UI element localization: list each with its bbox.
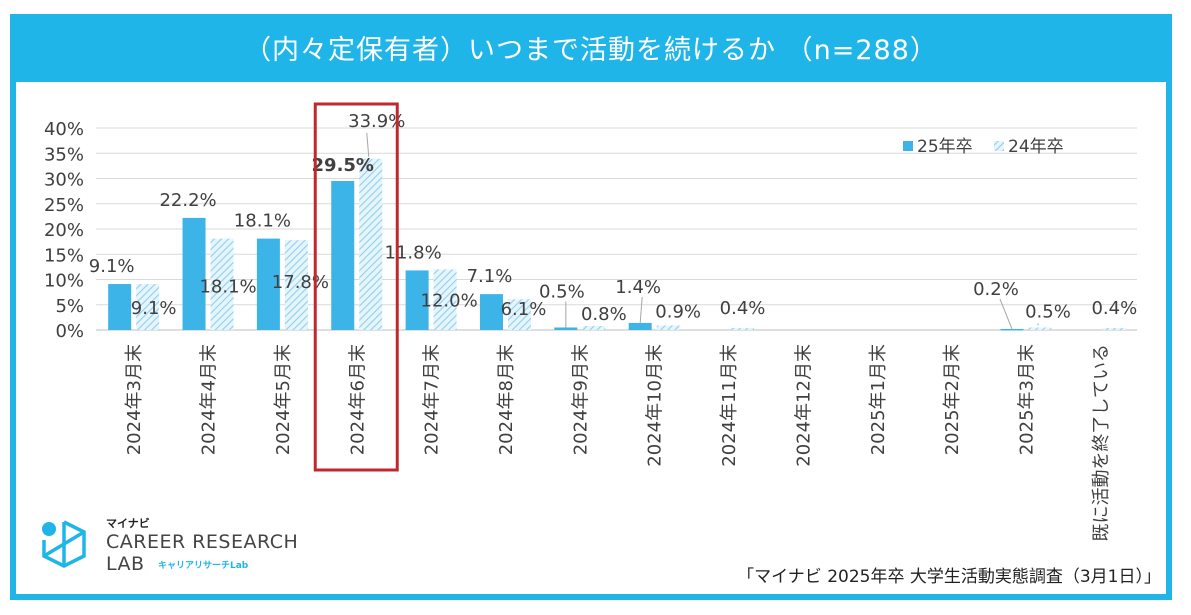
label-25-7: 0.5%	[539, 281, 585, 302]
label-24-9: 0.4%	[720, 298, 766, 319]
x-tick-label: 既に活動を終了している	[1091, 344, 1112, 541]
label-24-5: 12.0%	[421, 290, 478, 311]
label-25-4: 29.5%	[312, 155, 374, 176]
y-tick-label: 20%	[44, 220, 84, 241]
bar-25-7	[554, 327, 578, 330]
label-24-14: 0.4%	[1091, 298, 1137, 319]
label-24-8: 0.9%	[655, 301, 701, 322]
bar-24-3	[284, 240, 308, 330]
x-tick-label: 2024年10月末	[645, 344, 666, 467]
logo-line2: LAB	[106, 553, 145, 575]
chart-title: （内々定保有者）いつまで活動を続けるか （n=288）	[16, 20, 1166, 82]
x-tick-label: 2024年11月末	[719, 344, 740, 467]
label-25-8: 1.4%	[615, 277, 661, 298]
x-tick-label: 2025年2月末	[942, 344, 963, 455]
y-tick-label: 35%	[44, 144, 84, 165]
legend-swatch-24	[994, 141, 1004, 151]
y-axis-ticks: 0% 5% 10% 15% 20% 25% 30% 35% 40%	[44, 119, 84, 342]
x-tick-label: 2024年6月末	[347, 344, 368, 455]
legend: 25年卒 24年卒	[903, 137, 1064, 157]
x-tick-label: 2025年1月末	[868, 344, 889, 455]
logo-line1: CAREER RESEARCH	[106, 531, 298, 553]
label-25-3: 18.1%	[234, 211, 291, 232]
label-24-1: 9.1%	[131, 298, 177, 319]
bar-25-5	[405, 270, 429, 330]
bar-24-2	[210, 238, 234, 330]
bars	[108, 158, 1126, 331]
bar-24-8	[656, 325, 680, 330]
bar-24-14	[1102, 327, 1126, 330]
label-25-6: 7.1%	[467, 266, 513, 287]
x-tick-label: 2024年8月末	[496, 344, 517, 455]
bar-24-9	[731, 327, 755, 330]
label-24-3: 17.8%	[272, 272, 329, 293]
bar-25-1	[108, 284, 132, 330]
x-tick-label: 2025年3月末	[1016, 344, 1037, 455]
y-tick-label: 5%	[55, 296, 84, 317]
bar-24-7	[582, 325, 606, 330]
bar-25-8	[628, 322, 652, 330]
label-25-13: 0.2%	[973, 279, 1019, 300]
x-tick-label: 2024年12月末	[793, 344, 814, 467]
data-labels: 9.1% 9.1% 22.2% 18.1% 18.1% 17.8% 29.5% 33.9% 11…	[89, 111, 1137, 330]
logo-brand: マイナビ	[106, 516, 150, 530]
leader-25-13	[999, 298, 1013, 330]
logo-sub: キャリアリサーチLab	[158, 560, 249, 571]
x-axis-ticks: 2024年3月末 2024年4月末 2024年5月末 2024年6月末 2024年7月末…	[124, 344, 1112, 541]
bar-25-4	[331, 181, 355, 330]
legend-label-25: 25年卒	[917, 137, 973, 157]
x-tick-label: 2024年5月末	[273, 344, 294, 455]
label-24-13: 0.5%	[1025, 301, 1071, 322]
label-25-1: 9.1%	[89, 256, 135, 277]
y-tick-label: 40%	[44, 119, 84, 140]
leader-25-8	[639, 296, 643, 323]
bar-25-6	[479, 294, 503, 330]
x-tick-label: 2024年9月末	[570, 344, 591, 455]
source-note: 「マイナビ 2025年卒 大学生活動実態調査（3月1日）」	[737, 567, 1161, 587]
bar-25-2	[182, 217, 206, 330]
y-tick-label: 25%	[44, 195, 84, 216]
bar-24-4	[359, 158, 383, 330]
label-24-2: 18.1%	[199, 277, 256, 298]
x-tick-label: 2024年3月末	[124, 344, 145, 455]
bar-24-5	[433, 269, 457, 330]
legend-label-24: 24年卒	[1008, 137, 1064, 157]
x-tick-label: 2024年4月末	[199, 344, 220, 455]
legend-swatch-25	[903, 141, 913, 151]
bar-25-3	[256, 238, 280, 330]
label-24-7: 0.8%	[581, 304, 627, 325]
bar-24-1	[136, 284, 160, 330]
y-tick-label: 30%	[44, 170, 84, 191]
label-24-4: 33.9%	[348, 111, 405, 132]
cube-icon	[42, 520, 86, 568]
y-tick-label: 0%	[55, 321, 84, 342]
y-tick-label: 10%	[44, 271, 84, 292]
label-25-5: 11.8%	[385, 242, 442, 263]
bar-24-13	[1028, 327, 1052, 330]
label-25-2: 22.2%	[159, 190, 216, 211]
label-24-6: 6.1%	[501, 299, 547, 320]
x-tick-label: 2024年7月末	[422, 344, 443, 455]
highlight-box	[313, 102, 399, 472]
bar-24-6	[507, 299, 531, 330]
y-tick-label: 15%	[44, 245, 84, 266]
leader-24-4	[366, 132, 370, 157]
career-research-lab-logo: マイナビ CAREER RESEARCH LAB キャリアリサーチLab	[42, 516, 298, 575]
bar-25-13	[1000, 328, 1024, 331]
